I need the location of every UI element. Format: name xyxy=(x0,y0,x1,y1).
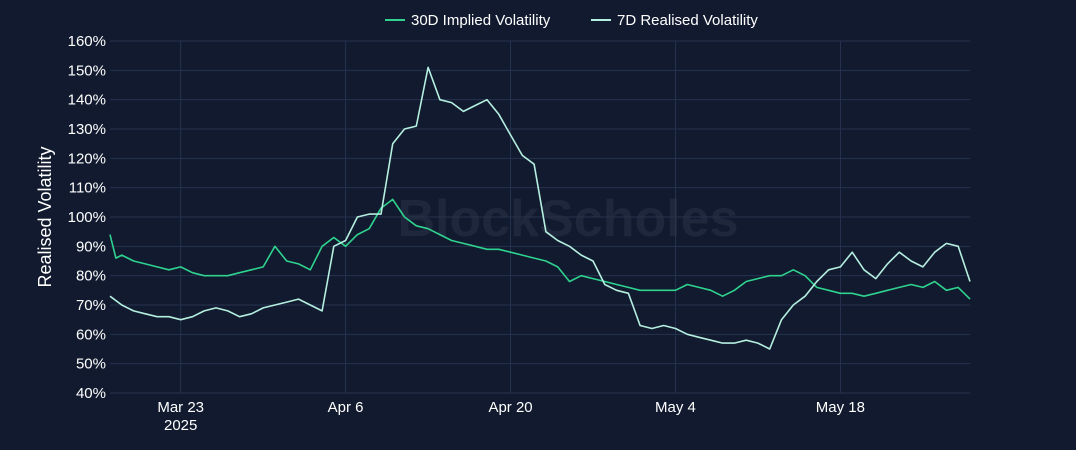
y-tick-label: 150% xyxy=(68,62,106,79)
y-axis: 40% 50% 60% 70% 80% 90% 100% 110% 120% 130% 140% 15… xyxy=(68,33,106,402)
legend[interactable]: 30D Implied Volatility 7D Realised Volati… xyxy=(385,12,758,29)
x-tick-label: May 18 xyxy=(816,399,865,416)
y-tick-label: 100% xyxy=(68,209,106,226)
series-line-implied-vol xyxy=(109,198,971,300)
y-tick-label: 160% xyxy=(68,33,106,50)
legend-label: 7D Realised Volatility xyxy=(617,12,758,29)
y-tick-label: 130% xyxy=(68,121,106,138)
y-axis-title: Realised Volatility xyxy=(35,146,55,287)
y-tick-label: 90% xyxy=(76,238,106,255)
x-tick-label: May 4 xyxy=(655,399,696,416)
x-tick-label: Apr 6 xyxy=(328,399,364,416)
watermark-text: BlockScholes xyxy=(397,190,738,248)
y-tick-label: 120% xyxy=(68,150,106,167)
y-tick-label: 80% xyxy=(76,268,106,285)
series-line-realised-vol xyxy=(109,66,971,350)
y-tick-label: 140% xyxy=(68,92,106,109)
y-tick-label: 110% xyxy=(69,180,106,197)
grid xyxy=(110,40,970,394)
legend-label: 30D Implied Volatility xyxy=(411,12,551,29)
y-tick-label: 70% xyxy=(76,297,106,314)
x-tick-sublabel: 2025 xyxy=(164,417,197,434)
legend-item[interactable]: 30D Implied Volatility xyxy=(385,12,551,29)
series-layer xyxy=(109,66,971,350)
y-tick-label: 60% xyxy=(76,326,106,343)
x-tick-label: Mar 23 xyxy=(157,399,204,416)
y-tick-label: 40% xyxy=(76,385,106,402)
x-tick-label: Apr 20 xyxy=(488,399,532,416)
y-tick-label: 50% xyxy=(76,356,106,373)
legend-item[interactable]: 7D Realised Volatility xyxy=(591,12,758,29)
